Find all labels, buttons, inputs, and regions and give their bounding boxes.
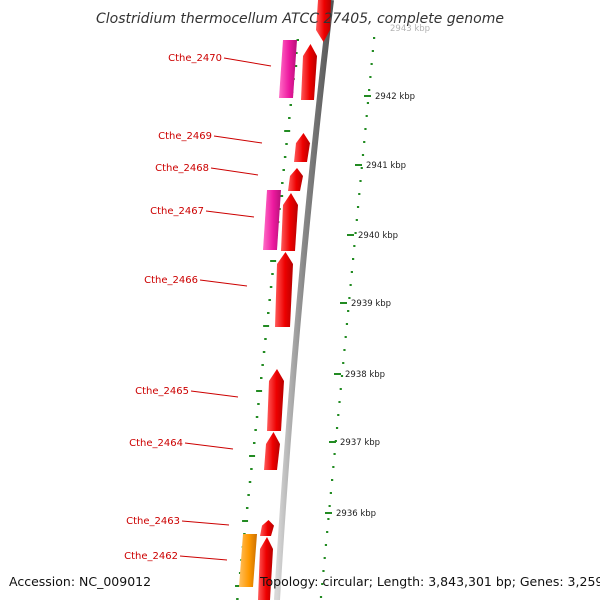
gene-leader-line <box>190 390 239 398</box>
gene-arrow[interactable] <box>239 534 257 587</box>
kbp-tick-label: 2940 kbp <box>358 231 398 241</box>
kbp-tick-label: 2936 kbp <box>336 509 376 519</box>
gene-label[interactable]: Cthe_2466 <box>144 275 198 286</box>
gene-leader-line <box>179 555 228 561</box>
kbp-tick-label: 2939 kbp <box>351 299 391 309</box>
gene-label[interactable]: Cthe_2465 <box>135 386 189 397</box>
kbp-tick-label: 2937 kbp <box>340 438 380 448</box>
gene-arrow[interactable] <box>263 190 281 250</box>
gene-arrow[interactable] <box>301 44 317 100</box>
gene-arrow[interactable] <box>258 537 273 600</box>
gene-arrow[interactable] <box>316 0 331 42</box>
gene-features <box>239 0 331 600</box>
gene-label[interactable]: Cthe_2470 <box>168 53 222 64</box>
gene-leader-line <box>210 167 259 176</box>
kbp-scale: 2943 kbp 2942 kbp 2941 kbp 2940 kbp 2939 kbp… <box>325 24 430 519</box>
genome-title: Clostridium thermocellum ATCC 27405, com… <box>96 11 504 27</box>
topology-text: Topology: circular; Length: 3,843,301 bp… <box>259 574 600 589</box>
gene-leader-line <box>199 279 248 287</box>
outer-dotted-track <box>319 37 376 598</box>
gene-arrow[interactable] <box>267 369 284 431</box>
kbp-tick-label: 2938 kbp <box>345 370 385 380</box>
gene-arrow[interactable] <box>279 40 297 98</box>
gene-leader-line <box>223 57 272 67</box>
accession-text: Accession: NC_009012 <box>9 574 151 589</box>
kbp-tick-label: 2942 kbp <box>375 92 415 102</box>
gene-label[interactable]: Cthe_2462 <box>124 551 178 562</box>
gene-label[interactable]: Cthe_2468 <box>155 163 209 174</box>
gene-label[interactable]: Cthe_2464 <box>129 438 183 449</box>
gene-leader-line <box>181 520 230 526</box>
gene-arrow[interactable] <box>288 168 303 191</box>
gene-label[interactable]: Cthe_2467 <box>150 206 204 217</box>
gene-leader-line <box>213 135 263 144</box>
gene-arrow[interactable] <box>275 252 293 327</box>
gene-label[interactable]: Cthe_2469 <box>158 131 212 142</box>
kbp-tick-label: 2943 kbp <box>390 24 430 34</box>
gene-arrow[interactable] <box>294 133 310 162</box>
gene-leader-line <box>205 210 255 218</box>
gene-arrow[interactable] <box>281 193 298 251</box>
gene-arrow[interactable] <box>264 432 280 470</box>
gene-arrow[interactable] <box>260 520 274 536</box>
gene-label[interactable]: Cthe_2463 <box>126 516 180 527</box>
kbp-tick-label: 2941 kbp <box>366 161 406 171</box>
gene-leader-line <box>184 442 234 450</box>
gene-labels: Cthe_2470 Cthe_2469 Cthe_2468 Cthe_2467 Cthe… <box>124 53 272 562</box>
genome-backbone <box>274 0 334 600</box>
